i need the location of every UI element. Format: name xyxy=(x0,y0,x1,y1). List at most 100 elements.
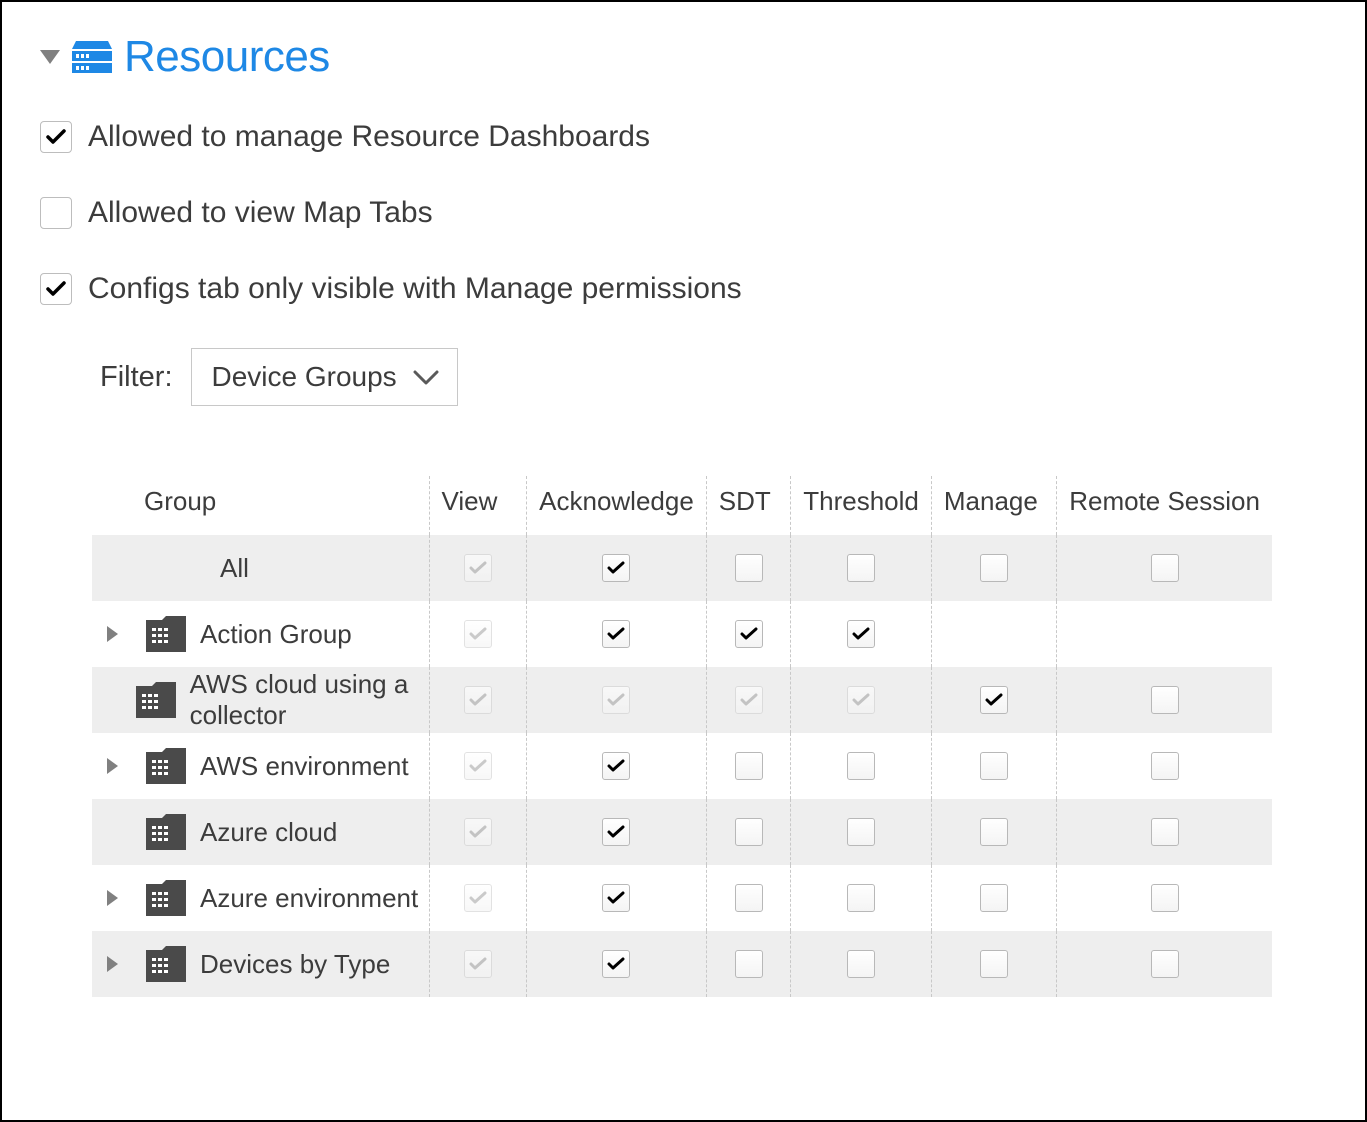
table-row: Action Group xyxy=(92,601,1272,667)
collapse-triangle-icon[interactable] xyxy=(40,50,60,64)
table-row: AWS environment xyxy=(92,733,1272,799)
filter-select-value: Device Groups xyxy=(212,361,397,393)
permission-checkbox xyxy=(464,620,492,648)
permission-checkbox[interactable] xyxy=(847,950,875,978)
permission-checkbox[interactable] xyxy=(602,554,630,582)
group-label: AWS cloud using a collector xyxy=(190,669,429,731)
section-header: Resources xyxy=(40,32,1365,82)
option-checkbox[interactable] xyxy=(40,273,72,305)
permission-checkbox[interactable] xyxy=(980,884,1008,912)
permission-checkbox[interactable] xyxy=(735,950,763,978)
permission-cell xyxy=(527,667,706,733)
permission-checkbox[interactable] xyxy=(735,554,763,582)
permission-checkbox xyxy=(735,686,763,714)
group-cell: Devices by Type xyxy=(92,931,429,997)
permission-checkbox[interactable] xyxy=(980,686,1008,714)
column-header: SDT xyxy=(706,476,790,535)
group-label: Action Group xyxy=(200,619,352,650)
permission-checkbox[interactable] xyxy=(735,620,763,648)
option-checkbox[interactable] xyxy=(40,197,72,229)
permission-cell xyxy=(1057,535,1272,601)
permission-cell xyxy=(932,601,1056,667)
table-row: Azure environment xyxy=(92,865,1272,931)
permission-checkbox[interactable] xyxy=(847,818,875,846)
table-row: Devices by Type xyxy=(92,931,1272,997)
permission-cell xyxy=(1057,667,1272,733)
permission-checkbox[interactable] xyxy=(1151,554,1179,582)
permission-cell xyxy=(707,535,790,601)
permission-checkbox xyxy=(847,686,875,714)
permission-cell xyxy=(430,601,527,667)
permission-cell xyxy=(791,535,931,601)
permission-cell xyxy=(430,931,527,997)
expand-slot xyxy=(92,758,132,774)
permission-checkbox[interactable] xyxy=(980,950,1008,978)
permission-cell xyxy=(527,733,706,799)
group-label: Azure cloud xyxy=(200,817,337,848)
group-label: Azure environment xyxy=(200,883,418,914)
permission-checkbox[interactable] xyxy=(602,818,630,846)
permission-cell xyxy=(430,667,527,733)
permission-checkbox[interactable] xyxy=(602,620,630,648)
permission-checkbox[interactable] xyxy=(1151,818,1179,846)
permission-checkbox[interactable] xyxy=(847,752,875,780)
permission-cell xyxy=(707,865,790,931)
permission-checkbox xyxy=(602,686,630,714)
permission-cell xyxy=(1057,733,1272,799)
permission-checkbox xyxy=(464,686,492,714)
permission-checkbox xyxy=(464,818,492,846)
permission-checkbox xyxy=(464,554,492,582)
permission-checkbox[interactable] xyxy=(980,818,1008,846)
permission-checkbox[interactable] xyxy=(847,884,875,912)
permission-checkbox[interactable] xyxy=(1151,884,1179,912)
group-cell: AWS environment xyxy=(92,733,429,799)
permission-checkbox xyxy=(464,884,492,912)
permission-cell xyxy=(527,931,706,997)
expand-triangle-icon[interactable] xyxy=(107,626,118,642)
permission-cell xyxy=(707,601,790,667)
column-header: Group xyxy=(92,476,429,535)
expand-slot xyxy=(92,890,132,906)
permission-checkbox[interactable] xyxy=(1151,686,1179,714)
table-row: Azure cloud xyxy=(92,799,1272,865)
folder-icon xyxy=(144,746,188,786)
permission-checkbox[interactable] xyxy=(602,950,630,978)
permission-cell xyxy=(791,601,931,667)
permission-cell xyxy=(707,931,790,997)
permission-cell xyxy=(430,733,527,799)
group-label: Devices by Type xyxy=(200,949,390,980)
permission-checkbox[interactable] xyxy=(980,752,1008,780)
expand-triangle-icon[interactable] xyxy=(107,890,118,906)
permission-checkbox[interactable] xyxy=(735,752,763,780)
permission-cell xyxy=(791,667,931,733)
section-title: Resources xyxy=(124,32,330,82)
permission-cell xyxy=(791,799,931,865)
permission-cell xyxy=(1057,931,1272,997)
permission-checkbox[interactable] xyxy=(735,818,763,846)
permission-checkbox[interactable] xyxy=(735,884,763,912)
column-header: Manage xyxy=(931,476,1056,535)
permission-cell xyxy=(527,601,706,667)
permission-cell xyxy=(932,799,1056,865)
expand-triangle-icon[interactable] xyxy=(107,758,118,774)
permission-cell xyxy=(932,535,1056,601)
permission-checkbox[interactable] xyxy=(602,884,630,912)
permission-cell xyxy=(707,799,790,865)
filter-row: Filter: Device Groups xyxy=(100,348,1365,406)
permission-checkbox[interactable] xyxy=(1151,950,1179,978)
permission-cell xyxy=(707,733,790,799)
permission-checkbox[interactable] xyxy=(980,554,1008,582)
permission-cell xyxy=(527,865,706,931)
permission-checkbox[interactable] xyxy=(602,752,630,780)
option-checkbox[interactable] xyxy=(40,121,72,153)
filter-select[interactable]: Device Groups xyxy=(191,348,458,406)
group-cell: Azure environment xyxy=(92,865,429,931)
expand-triangle-icon[interactable] xyxy=(107,956,118,972)
permission-checkbox[interactable] xyxy=(1151,752,1179,780)
permission-checkbox[interactable] xyxy=(847,620,875,648)
permission-cell xyxy=(430,799,527,865)
permission-checkbox[interactable] xyxy=(847,554,875,582)
column-header: Acknowledge xyxy=(527,476,707,535)
folder-icon xyxy=(144,878,188,918)
group-label: All xyxy=(220,553,249,584)
